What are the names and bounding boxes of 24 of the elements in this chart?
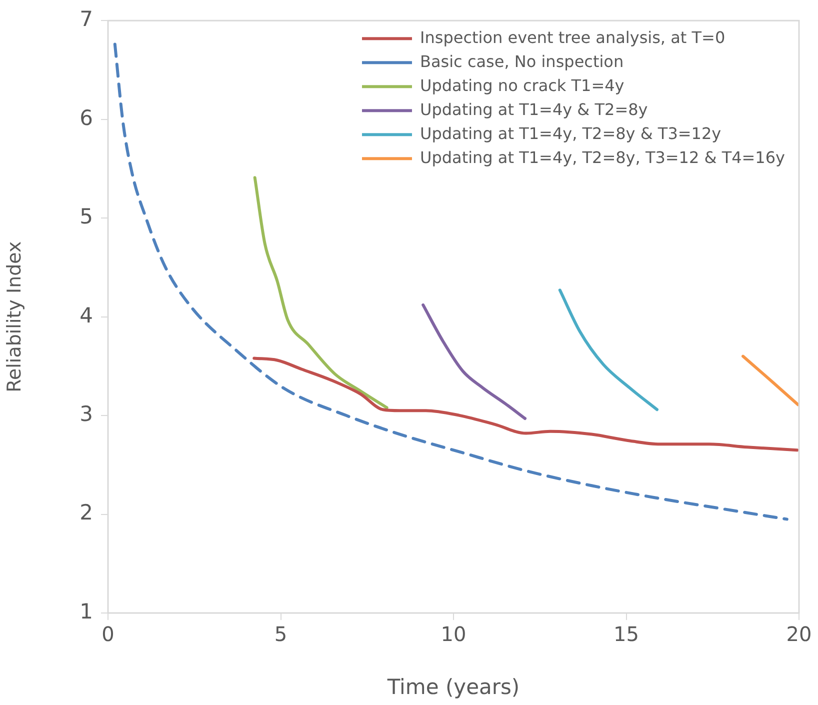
line-series	[253, 176, 388, 410]
legend-label: Updating at T1=4y, T2=8y & T3=12y	[420, 124, 722, 143]
x-tick-label: 15	[614, 622, 639, 646]
x-axis-title: Time (years)	[386, 674, 520, 699]
x-tick-label: 20	[786, 622, 812, 646]
y-tick-label: 1	[80, 599, 93, 624]
line-series	[558, 288, 658, 412]
legend-label: Updating at T1=4y & T2=8y	[420, 100, 648, 119]
y-tick-label: 4	[80, 303, 93, 328]
y-tick-label: 3	[80, 402, 93, 426]
legend-label: Inspection event tree analysis, at T=0	[420, 28, 726, 47]
x-tick-label: 0	[102, 622, 114, 646]
legend-label: Updating at T1=4y, T2=8y, T3=12 & T4=16y	[420, 148, 786, 167]
y-tick-label: 7	[80, 7, 93, 32]
line-series	[422, 303, 527, 420]
y-tick-label: 2	[80, 500, 93, 525]
legend-label: Updating no crack T1=4y	[420, 76, 624, 95]
legend-label: Basic case, No inspection	[420, 52, 624, 71]
line-series	[252, 356, 799, 452]
x-tick-label: 10	[440, 622, 466, 646]
x-tick-label: 5	[274, 622, 288, 646]
y-tick-label: 5	[80, 204, 93, 229]
y-tick-label: 6	[80, 106, 93, 130]
y-axis-title: Reliability Index	[3, 241, 26, 392]
